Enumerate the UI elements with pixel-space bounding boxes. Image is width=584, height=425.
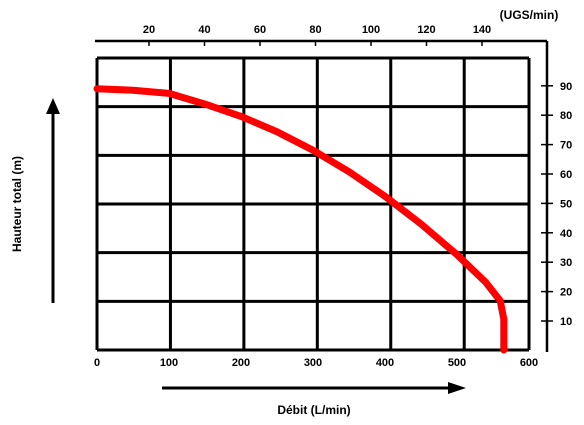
right-tick-label: 90: [560, 81, 572, 93]
top-tick-label: 40: [198, 24, 210, 36]
y-axis-title: Hauteur total (m): [10, 156, 24, 252]
top-tick-label: 60: [254, 24, 266, 36]
right-tick-label: 80: [560, 110, 572, 122]
performance-curve: [93, 85, 508, 354]
top-axis-unit: (UGS/min): [500, 8, 559, 22]
right-tick-label: 10: [560, 316, 572, 328]
right-tick-label: 60: [560, 169, 572, 181]
top-tick-label: 140: [473, 24, 491, 36]
top-tick-label: 100: [362, 24, 380, 36]
right-tick-label: 40: [560, 228, 572, 240]
x-tick-label: 500: [448, 357, 466, 369]
x-tick-label: 300: [304, 357, 322, 369]
bottom-tick-labels: 0 100 200 300 400 500 600: [94, 357, 538, 369]
top-tick-label: 20: [143, 24, 155, 36]
right-tick-label: 30: [560, 257, 572, 269]
x-tick-label: 200: [232, 357, 250, 369]
right-tick-label: 70: [560, 140, 572, 152]
x-axis-title: Débit (L/min): [277, 403, 350, 417]
right-tick-label: 20: [560, 287, 572, 299]
right-tick-label: 50: [560, 198, 572, 210]
top-tick-label: 80: [309, 24, 321, 36]
right-axis: 10 20 30 40 50 60 70 80 90: [541, 55, 572, 352]
x-tick-label: 400: [376, 357, 394, 369]
x-tick-label: 0: [94, 357, 100, 369]
grid: [95, 56, 531, 352]
x-tick-label: 600: [520, 357, 538, 369]
x-tick-label: 100: [160, 357, 178, 369]
y-arrow-icon: [46, 98, 60, 303]
top-axis: 20 40 60 80 100 120 140: [95, 24, 549, 55]
x-arrow-icon: [162, 382, 466, 394]
top-tick-label: 120: [417, 24, 435, 36]
series-layer: [93, 85, 508, 354]
